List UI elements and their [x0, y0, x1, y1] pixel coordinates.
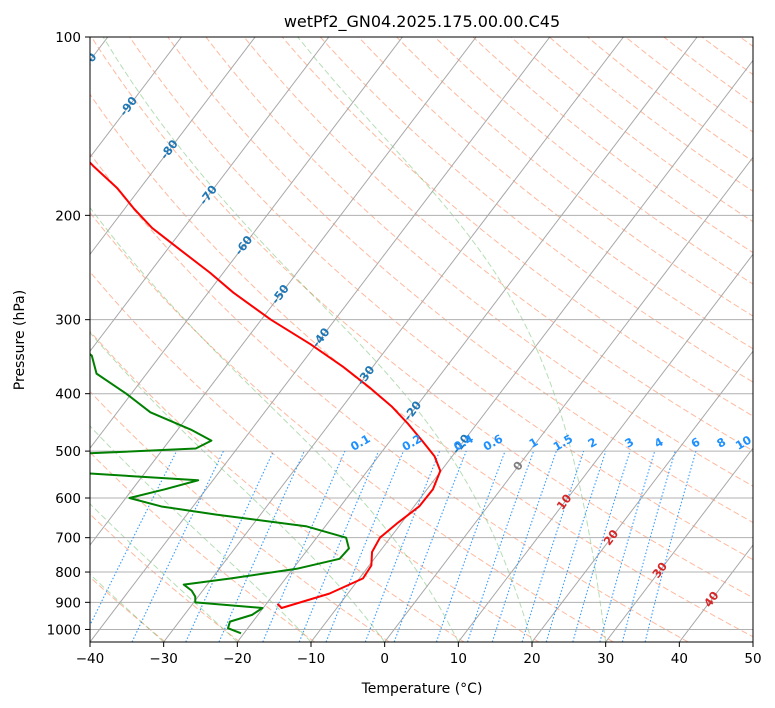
axis-ticks: −40 −30 −20 −10 0 10 20 30 40 50 1000 900 800 700 600 5… [47, 30, 762, 667]
isotherm-line [90, 37, 403, 449]
y-tick-label: 500 [55, 444, 81, 460]
isotherm-line [90, 37, 256, 256]
isotherm-line [90, 37, 551, 642]
isotherm-line [163, 37, 624, 642]
y-tick-label: 900 [55, 595, 81, 611]
dry-adiabat-line [90, 271, 540, 642]
isotherm-line [605, 447, 753, 642]
isotherm-line [531, 350, 753, 642]
mixing-ratio-line [435, 450, 506, 642]
moist-adiabat-line [102, 37, 533, 642]
x-tick-label: 0 [380, 651, 389, 667]
dry-adiabat-line [90, 93, 753, 638]
x-tick-label: −10 [297, 651, 326, 667]
dry-adiabat-line [90, 513, 241, 642]
y-tick-label: 200 [55, 208, 81, 224]
mixing-ratio-line [90, 450, 178, 627]
mixing-ratio-line [599, 450, 656, 642]
mixing-ratio-line [393, 450, 467, 642]
dry-adiabat-line [167, 37, 753, 524]
y-axis-label: Pressure (hPa) [12, 290, 28, 390]
moist-adiabat-line [90, 206, 459, 642]
y-tick-label: 400 [55, 387, 81, 403]
isotherm-line [90, 37, 330, 353]
x-tick-label: −20 [223, 651, 252, 667]
mixing-ratio-line [364, 450, 441, 642]
y-tick-label: 800 [55, 565, 81, 581]
chart-title: wetPf2_GN04.2025.175.00.00.C45 [284, 12, 560, 32]
mixing-ratio-line [325, 450, 404, 642]
mixing-ratio-line [572, 450, 631, 642]
mixing-ratio-line [644, 450, 697, 642]
x-tick-label: 40 [671, 651, 688, 667]
y-tick-label: 100 [55, 30, 81, 46]
mixing-ratio-line [131, 450, 224, 642]
isotherm-line [457, 253, 753, 642]
dry-adiabat-line [434, 37, 753, 285]
y-tick-label: 600 [55, 491, 81, 507]
dry-adiabat-line [510, 37, 753, 223]
dry-adiabat-line [472, 37, 753, 254]
profile-series [90, 161, 442, 635]
x-tick-label: −40 [76, 651, 105, 667]
mixing-ratio-lines [90, 450, 697, 642]
y-tick-label: 700 [55, 531, 81, 547]
x-tick-label: 50 [744, 651, 761, 667]
temperature-profile-line [90, 161, 442, 609]
mixing-ratio-line [298, 450, 380, 642]
x-tick-label: 30 [597, 651, 614, 667]
mixing-ratio-line [466, 450, 535, 642]
dry-adiabat-line [90, 451, 315, 642]
dry-adiabat-line [90, 211, 614, 642]
isotherm-line [384, 156, 753, 642]
y-tick-label: 1000 [47, 622, 81, 638]
isotherm-line [310, 59, 753, 642]
dry-adiabat-line [396, 37, 753, 317]
isotherm-line [90, 37, 182, 159]
x-tick-label: −30 [149, 651, 178, 667]
x-tick-label: 20 [523, 651, 540, 667]
mixing-ratio-label: 10 [733, 433, 754, 453]
isotherm-line [236, 37, 698, 642]
moist-adiabat-line [297, 37, 607, 642]
dry-adiabats [90, 37, 753, 642]
dry-adiabat-line [358, 37, 753, 350]
dry-adiabat-line [91, 37, 753, 599]
dewpoint-profile-line [90, 352, 350, 635]
plot-area: -100-90-80-70-60-50-40-30-20-10010203040… [90, 37, 754, 642]
dry-adiabat-line [90, 330, 465, 642]
plot-frame [89, 36, 754, 643]
x-axis-label: Temperature (°C) [361, 681, 483, 697]
mixing-ratio-line [621, 450, 676, 642]
dry-adiabat-line [205, 37, 753, 487]
dry-adiabat-line [129, 37, 753, 561]
isotherms [90, 37, 753, 642]
y-tick-label: 300 [55, 313, 81, 329]
plot-background [90, 37, 753, 642]
mixing-ratio-labels: 0.10.20.40.611.52346810131620253036 [348, 431, 754, 453]
dry-adiabat-line [90, 152, 689, 642]
isotherm-line [90, 37, 477, 546]
x-tick-label: 10 [450, 651, 467, 667]
pressure-gridlines [90, 37, 753, 630]
moist-adiabat-line [90, 331, 386, 642]
